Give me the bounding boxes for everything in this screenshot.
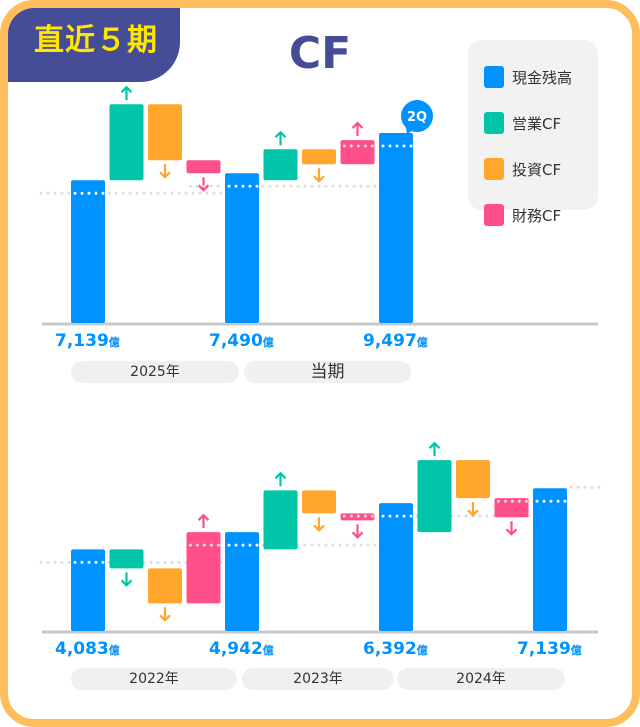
value-number: 7,490 xyxy=(209,331,263,351)
arrow-down-icon xyxy=(159,614,171,622)
investing-cf-bar xyxy=(456,460,490,499)
value-unit: 億 xyxy=(262,644,274,657)
operating-cf-bar xyxy=(263,490,298,550)
cash-balance-bar xyxy=(225,532,259,631)
chart-title: CF xyxy=(288,28,352,79)
value-unit: 億 xyxy=(108,644,120,657)
legend-swatch xyxy=(484,158,504,180)
operating-cf-bar xyxy=(417,460,452,533)
arrow-down-icon xyxy=(197,184,210,192)
investing-cf-bar xyxy=(148,104,182,161)
arrow-down-icon xyxy=(313,175,325,183)
arrow-up-icon xyxy=(197,513,210,521)
period-badge: 直近５期 xyxy=(8,8,180,82)
period-label: 2025年 xyxy=(71,361,239,383)
legend: 現金残高 営業CF 投資CF 財務CF xyxy=(468,40,598,226)
arrow-up-icon xyxy=(351,121,364,129)
cash-balance-bar xyxy=(533,488,567,631)
legend-label: 投資CF xyxy=(512,160,562,179)
operating-cf-bar xyxy=(109,104,144,181)
period-label: 2023年 xyxy=(242,668,394,690)
legend-item-financing: 財務CF xyxy=(484,192,598,238)
badge-2q: 2Q xyxy=(407,110,427,125)
value-number: 9,497 xyxy=(363,331,417,351)
balance-value-label: 7,490億 xyxy=(209,331,274,351)
financing-cf-bar xyxy=(186,160,221,174)
investing-cf-bar xyxy=(302,490,336,514)
arrow-up-icon xyxy=(274,130,287,138)
balance-value-label: 7,139億 xyxy=(55,331,120,351)
legend-swatch xyxy=(484,66,504,88)
balance-value-label: 4,942億 xyxy=(209,639,274,659)
legend-swatch xyxy=(484,112,504,134)
investing-cf-bar xyxy=(302,149,336,165)
legend-item-cash: 現金残高 xyxy=(484,54,598,100)
value-number: 4,083 xyxy=(55,639,109,659)
legend-swatch xyxy=(484,204,504,226)
balance-value-label: 4,083億 xyxy=(55,639,120,659)
value-unit: 億 xyxy=(108,336,120,349)
badge-bubble xyxy=(401,100,433,133)
financing-cf-bar xyxy=(186,532,221,604)
financing-cf-bar xyxy=(340,140,375,165)
legend-label: 営業CF xyxy=(512,114,562,133)
arrow-up-icon xyxy=(274,471,287,480)
investing-cf-bar xyxy=(148,568,182,604)
value-unit: 億 xyxy=(570,644,582,657)
value-unit: 億 xyxy=(416,336,428,349)
arrow-down-icon xyxy=(313,524,325,532)
balance-value-label: 9,497億 xyxy=(363,331,428,351)
arrow-up-icon xyxy=(120,85,133,93)
balance-value-label: 7,139億 xyxy=(517,639,582,659)
legend-item-investing: 投資CF xyxy=(484,146,598,192)
arrow-down-icon xyxy=(467,509,479,517)
cash-balance-bar xyxy=(225,173,259,323)
arrow-down-icon xyxy=(505,528,518,536)
period-label: 当期 xyxy=(244,361,411,383)
arrow-down-icon xyxy=(351,531,364,539)
value-number: 6,392 xyxy=(363,639,417,659)
cash-balance-bar xyxy=(379,133,413,323)
operating-cf-bar xyxy=(109,549,144,569)
legend-item-operating: 営業CF xyxy=(484,100,598,146)
period-label: 2024年 xyxy=(397,668,565,690)
period-label: 2022年 xyxy=(71,668,237,690)
legend-label: 現金残高 xyxy=(512,68,573,87)
operating-cf-bar xyxy=(263,149,298,181)
value-unit: 億 xyxy=(262,336,274,349)
value-number: 4,942 xyxy=(209,639,263,659)
cash-balance-bar xyxy=(71,549,105,631)
financing-cf-bar xyxy=(494,498,529,518)
arrow-down-icon xyxy=(120,579,133,587)
legend-label: 財務CF xyxy=(512,206,562,225)
cash-balance-bar xyxy=(379,503,413,631)
balance-value-label: 6,392億 xyxy=(363,639,428,659)
arrow-down-icon xyxy=(159,171,171,179)
arrow-up-icon xyxy=(428,441,441,449)
cash-balance-bar xyxy=(71,180,105,323)
badge-bubble-tail xyxy=(405,123,415,135)
value-number: 7,139 xyxy=(517,639,571,659)
value-number: 7,139 xyxy=(55,331,109,351)
value-unit: 億 xyxy=(416,644,428,657)
